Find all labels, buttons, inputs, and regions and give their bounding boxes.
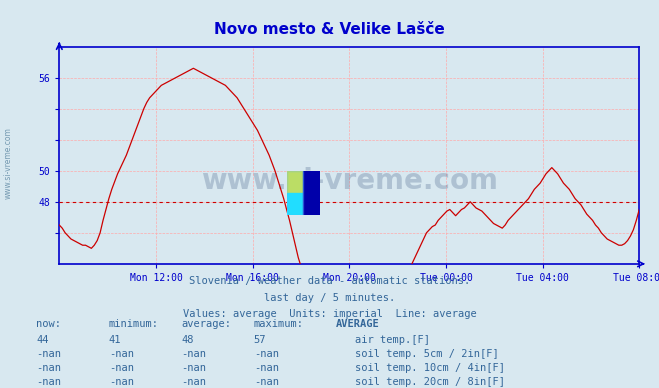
Text: -nan: -nan	[36, 363, 61, 373]
Text: now:: now:	[36, 319, 61, 329]
Text: -nan: -nan	[109, 377, 134, 387]
Bar	[287, 171, 303, 193]
Text: 48: 48	[181, 335, 194, 345]
Text: soil temp. 20cm / 8in[F]: soil temp. 20cm / 8in[F]	[355, 377, 505, 387]
Text: -nan: -nan	[181, 377, 206, 387]
Text: Novo mesto & Velike Lašče: Novo mesto & Velike Lašče	[214, 22, 445, 36]
Text: Slovenia / weather data - automatic stations.: Slovenia / weather data - automatic stat…	[189, 276, 470, 286]
Text: 44: 44	[36, 335, 49, 345]
Text: air temp.[F]: air temp.[F]	[355, 335, 430, 345]
Text: -nan: -nan	[254, 349, 279, 359]
Text: -nan: -nan	[109, 349, 134, 359]
Text: -nan: -nan	[181, 363, 206, 373]
Text: soil temp. 10cm / 4in[F]: soil temp. 10cm / 4in[F]	[355, 363, 505, 373]
Text: last day / 5 minutes.: last day / 5 minutes.	[264, 293, 395, 303]
Text: -nan: -nan	[254, 363, 279, 373]
Text: soil temp. 5cm / 2in[F]: soil temp. 5cm / 2in[F]	[355, 349, 498, 359]
Text: -nan: -nan	[36, 377, 61, 387]
Text: minimum:: minimum:	[109, 319, 159, 329]
Bar	[287, 193, 303, 215]
Text: AVERAGE: AVERAGE	[336, 319, 380, 329]
Polygon shape	[287, 171, 303, 215]
Text: Values: average  Units: imperial  Line: average: Values: average Units: imperial Line: av…	[183, 308, 476, 319]
Text: -nan: -nan	[109, 363, 134, 373]
Text: 57: 57	[254, 335, 266, 345]
Polygon shape	[303, 171, 320, 215]
Text: -nan: -nan	[36, 349, 61, 359]
Text: maximum:: maximum:	[254, 319, 304, 329]
Text: -nan: -nan	[181, 349, 206, 359]
Text: www.si-vreme.com: www.si-vreme.com	[3, 127, 13, 199]
Text: www.si-vreme.com: www.si-vreme.com	[201, 167, 498, 195]
Text: average:: average:	[181, 319, 231, 329]
Text: 41: 41	[109, 335, 121, 345]
Text: -nan: -nan	[254, 377, 279, 387]
